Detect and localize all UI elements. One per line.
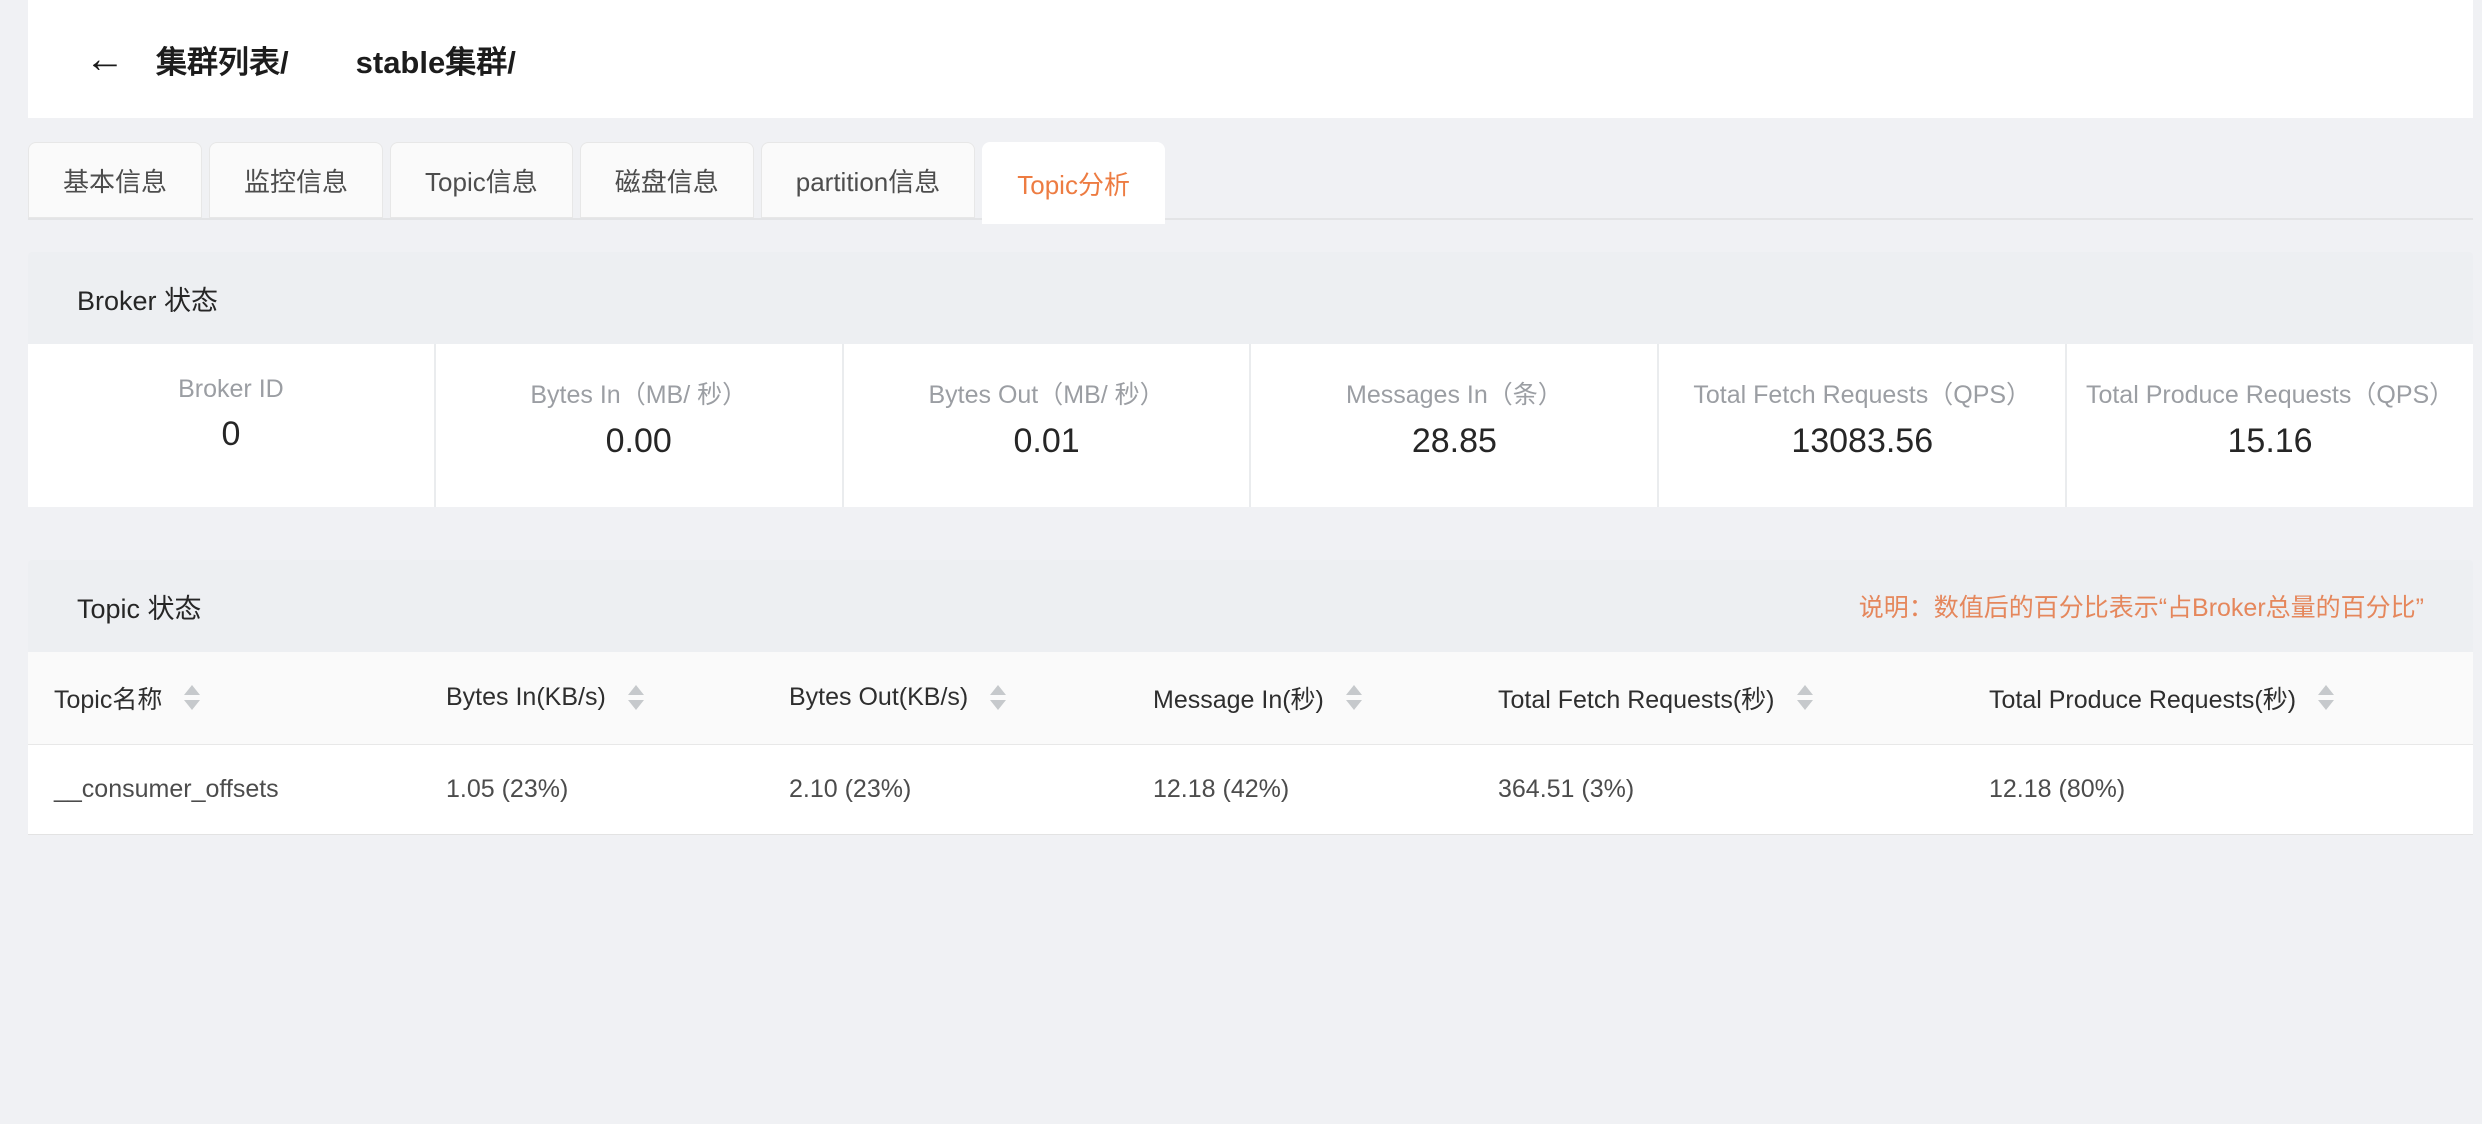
sort-icon[interactable] — [990, 685, 1007, 711]
caret-down-icon — [1345, 700, 1362, 711]
broker-section-title: Broker 状态 — [77, 285, 219, 316]
caret-down-icon — [627, 700, 644, 711]
stat-card: Total Produce Requests（QPS） 15.16 — [2065, 344, 2473, 507]
topic-section-note: 说明：数值后的百分比表示“占Broker总量的百分比” — [1858, 594, 2424, 622]
broker-section-header: Broker 状态 — [28, 252, 2473, 344]
stat-value: 0.01 — [1013, 422, 1080, 460]
broker-status-section: Broker 状态 Broker ID 0 Bytes In（MB/ 秒） 0.00 B… — [28, 252, 2473, 507]
caret-up-icon — [1345, 685, 1362, 696]
tab-topic-[interactable]: Topic信息 — [390, 142, 573, 218]
broker-stats-row: Broker ID 0 Bytes In（MB/ 秒） 0.00 Bytes Out（M… — [28, 344, 2473, 507]
caret-down-icon — [1796, 700, 1813, 711]
stat-label: Total Produce Requests（QPS） — [2085, 381, 2455, 409]
stat-value: 0 — [221, 415, 241, 453]
tab--[interactable]: 监控信息 — [209, 142, 384, 218]
column-header[interactable]: Total Fetch Requests(秒) — [1472, 652, 1963, 744]
column-header[interactable]: Bytes In(KB/s) — [420, 652, 763, 744]
column-header-label: Total Produce Requests(秒) — [1989, 685, 2297, 714]
topic-status-section: Topic 状态 说明：数值后的百分比表示“占Broker总量的百分比” Top… — [28, 560, 2473, 835]
caret-down-icon — [184, 700, 201, 711]
topic-table: Topic名称 Bytes In(KB/s) Bytes Out(KB/s) Mess… — [28, 652, 2473, 835]
stat-value: 13083.56 — [1791, 422, 1934, 460]
topic-name-cell: __consumer_offsets — [54, 774, 279, 803]
metric-cell: 1.05 (23%) — [446, 774, 569, 803]
column-header[interactable]: Topic名称 — [28, 652, 420, 744]
sort-icon[interactable] — [184, 685, 201, 711]
stat-label: Total Fetch Requests（QPS） — [1693, 381, 2032, 409]
stat-card: Bytes Out（MB/ 秒） 0.01 — [841, 344, 1250, 507]
sort-icon[interactable] — [627, 685, 644, 711]
caret-up-icon — [990, 685, 1007, 696]
breadcrumb-cluster-name[interactable]: stable集群/ — [355, 44, 516, 80]
column-header-label: Bytes In(KB/s) — [446, 683, 606, 712]
topic-table-head: Topic名称 Bytes In(KB/s) Bytes Out(KB/s) Mess… — [28, 652, 2473, 744]
stat-label: Bytes Out（MB/ 秒） — [928, 381, 1165, 409]
caret-down-icon — [2318, 700, 2335, 711]
tab-bar: 基本信息 监控信息 Topic信息 磁盘信息 partition信息 Topic分析 — [28, 142, 2473, 224]
metric-cell: 12.18 (80%) — [1989, 774, 2126, 803]
stat-value: 28.85 — [1411, 422, 1497, 460]
column-header-label: Topic名称 — [54, 685, 163, 714]
caret-up-icon — [184, 685, 201, 696]
tab--[interactable]: 磁盘信息 — [579, 142, 754, 218]
table-row: __consumer_offsets 1.05 (23%) 2.10 (23%) 12… — [28, 744, 2473, 834]
stat-card: Messages In（条） 28.85 — [1249, 344, 1657, 507]
metric-cell: 12.18 (42%) — [1153, 774, 1290, 803]
stat-card: Total Fetch Requests（QPS） 13083.56 — [1657, 344, 2065, 507]
stat-card: Broker ID 0 — [28, 344, 434, 507]
stat-value: 0.00 — [605, 422, 672, 460]
metric-cell: 2.10 (23%) — [789, 774, 912, 803]
sort-icon[interactable] — [1796, 685, 1813, 711]
back-arrow-icon[interactable]: ← — [85, 37, 125, 81]
metric-cell: 364.51 (3%) — [1498, 774, 1635, 803]
topic-section-title: Topic 状态 — [77, 593, 202, 624]
tab--[interactable]: 基本信息 — [28, 142, 203, 218]
column-header-label: Message In(秒) — [1153, 685, 1324, 714]
stat-label: Broker ID — [178, 375, 284, 403]
top-bar: ← 集群列表/ stable集群/ — [28, 0, 2473, 118]
caret-up-icon — [1796, 685, 1813, 696]
topic-table-body: __consumer_offsets 1.05 (23%) 2.10 (23%) 12… — [28, 744, 2473, 834]
column-header[interactable]: Message In(秒) — [1127, 652, 1472, 744]
caret-up-icon — [2318, 685, 2335, 696]
column-header[interactable]: Bytes Out(KB/s) — [763, 652, 1127, 744]
caret-up-icon — [627, 685, 644, 696]
sort-icon[interactable] — [2318, 685, 2335, 711]
sort-icon[interactable] — [1345, 685, 1362, 711]
stat-card: Bytes In（MB/ 秒） 0.00 — [433, 344, 842, 507]
stat-value: 15.16 — [2227, 422, 2313, 460]
caret-down-icon — [990, 700, 1007, 711]
tab-partition-[interactable]: partition信息 — [760, 142, 976, 218]
tab-topic-[interactable]: Topic分析 — [982, 142, 1165, 224]
column-header-label: Total Fetch Requests(秒) — [1498, 685, 1775, 714]
breadcrumb-cluster-list[interactable]: 集群列表/ — [156, 44, 289, 80]
topic-section-header: Topic 状态 说明：数值后的百分比表示“占Broker总量的百分比” — [28, 560, 2473, 652]
column-header[interactable]: Total Produce Requests(秒) — [1963, 652, 2473, 744]
column-header-label: Bytes Out(KB/s) — [789, 683, 969, 712]
stat-label: Bytes In（MB/ 秒） — [530, 381, 748, 409]
stat-label: Messages In（条） — [1346, 381, 1563, 409]
